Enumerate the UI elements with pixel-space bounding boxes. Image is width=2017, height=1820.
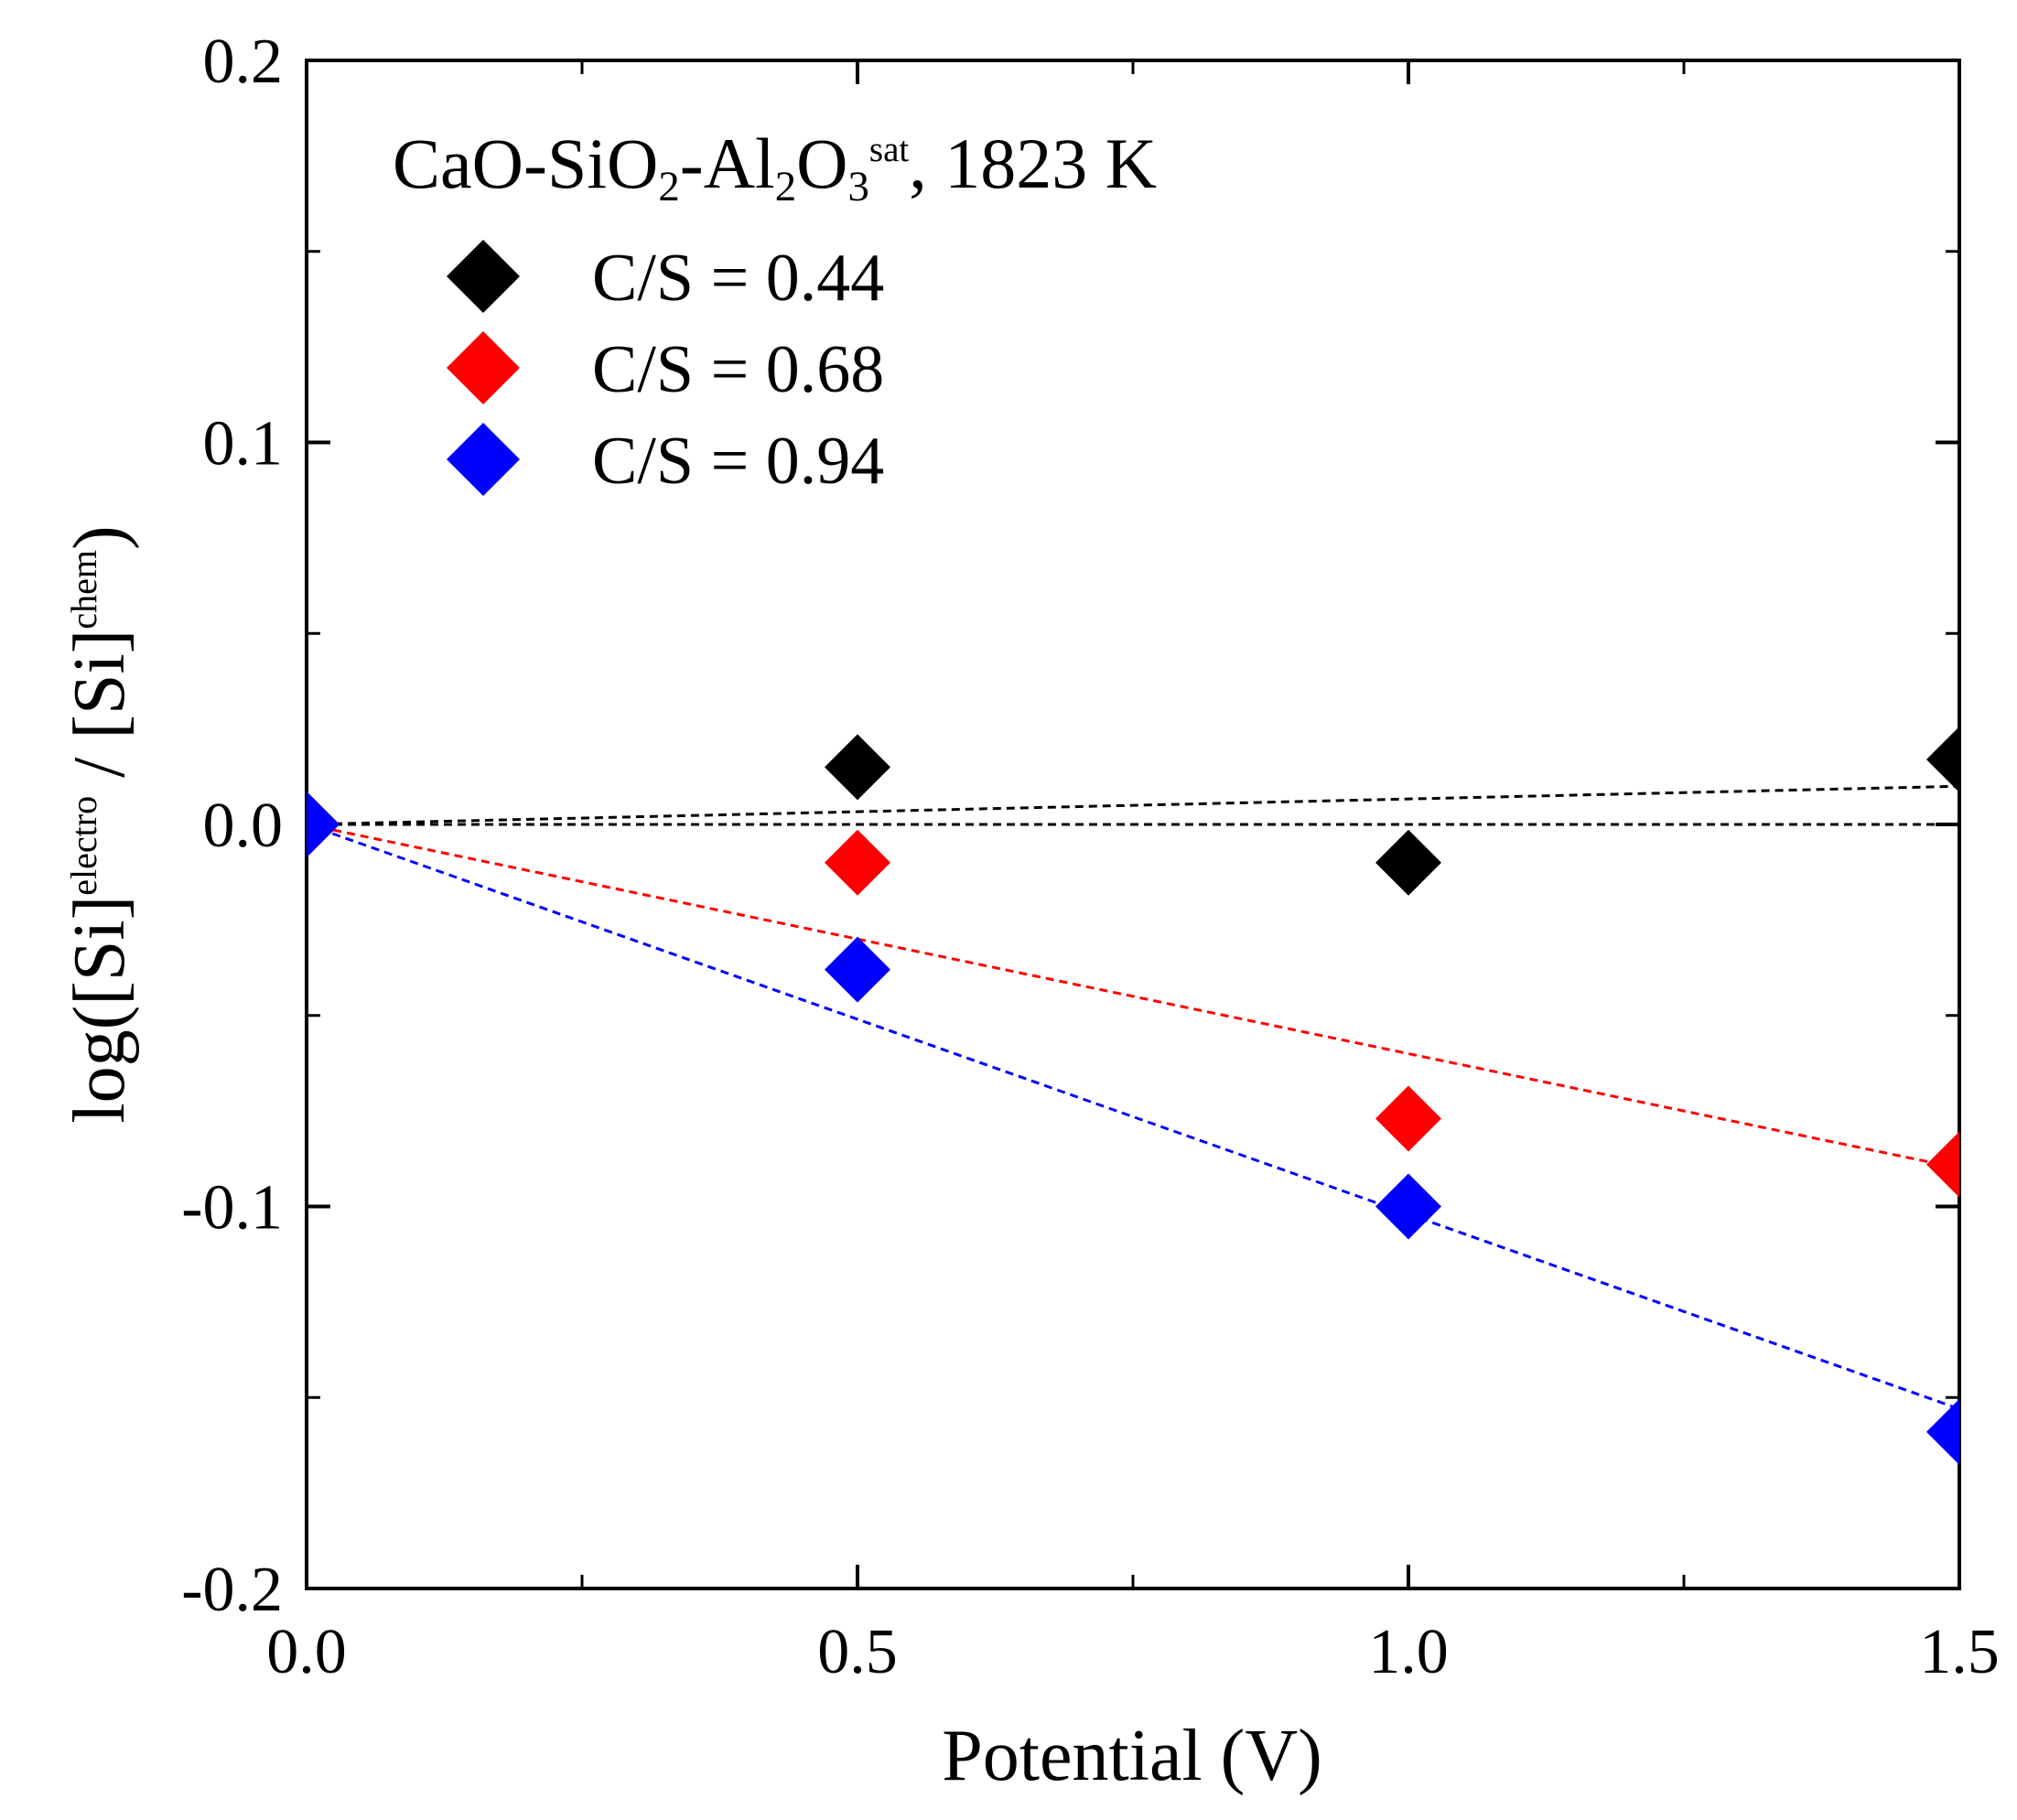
text-run: 2 — [775, 163, 796, 210]
text-run: 2 — [658, 163, 679, 210]
fit-line — [307, 784, 1959, 826]
legend-marker — [447, 240, 520, 313]
plot-area — [307, 727, 1959, 1465]
marker — [825, 936, 890, 1003]
marker — [1926, 727, 1959, 793]
marker — [1926, 1131, 1959, 1198]
fit-line — [307, 823, 1959, 1170]
text-run: CaO-SiO — [393, 124, 658, 203]
marker — [1375, 1173, 1441, 1240]
x-tick-label: 0.0 — [266, 1617, 347, 1687]
y-tick-label: 0.1 — [203, 409, 284, 479]
annotation: CaO-SiO2-Al2O3sat, 1823 K — [393, 124, 1157, 210]
text-run: log([Si] — [59, 896, 140, 1124]
marker — [307, 792, 340, 857]
y-tick-label: -0.1 — [181, 1173, 283, 1244]
marker — [1375, 1085, 1441, 1152]
marker — [825, 734, 890, 801]
marker — [825, 829, 890, 896]
x-tick-label: 0.5 — [817, 1617, 898, 1687]
marker — [1926, 1398, 1959, 1465]
text-run: sat — [869, 130, 909, 169]
legend-label: C/S = 0.68 — [592, 332, 884, 407]
x-tick-label: 1.0 — [1368, 1617, 1449, 1687]
text-run: ) — [59, 525, 140, 550]
text-run: electro — [63, 796, 104, 896]
y-tick-label: 0.2 — [203, 27, 284, 97]
x-tick-label: 1.5 — [1919, 1617, 2000, 1687]
legend-label: C/S = 0.44 — [592, 241, 884, 316]
text-run: , 1823 K — [909, 124, 1157, 203]
legend-label: C/S = 0.94 — [592, 424, 884, 499]
text-run: O — [796, 124, 847, 203]
text-run: / [Si] — [59, 630, 140, 796]
y-tick-label: -0.2 — [181, 1555, 283, 1625]
legend-marker — [447, 331, 520, 404]
text-run: -Al — [680, 124, 775, 203]
x-axis-label: Potential (V) — [942, 1716, 1321, 1796]
text-run: 3 — [847, 163, 868, 210]
legend-marker — [447, 423, 520, 496]
fit-line — [307, 823, 1959, 1411]
marker — [1375, 829, 1441, 896]
y-axis-label: log([Si]electro / [Si]chem) — [59, 525, 140, 1123]
y-tick-label: 0.0 — [203, 791, 284, 861]
text-run: chem — [63, 550, 104, 630]
